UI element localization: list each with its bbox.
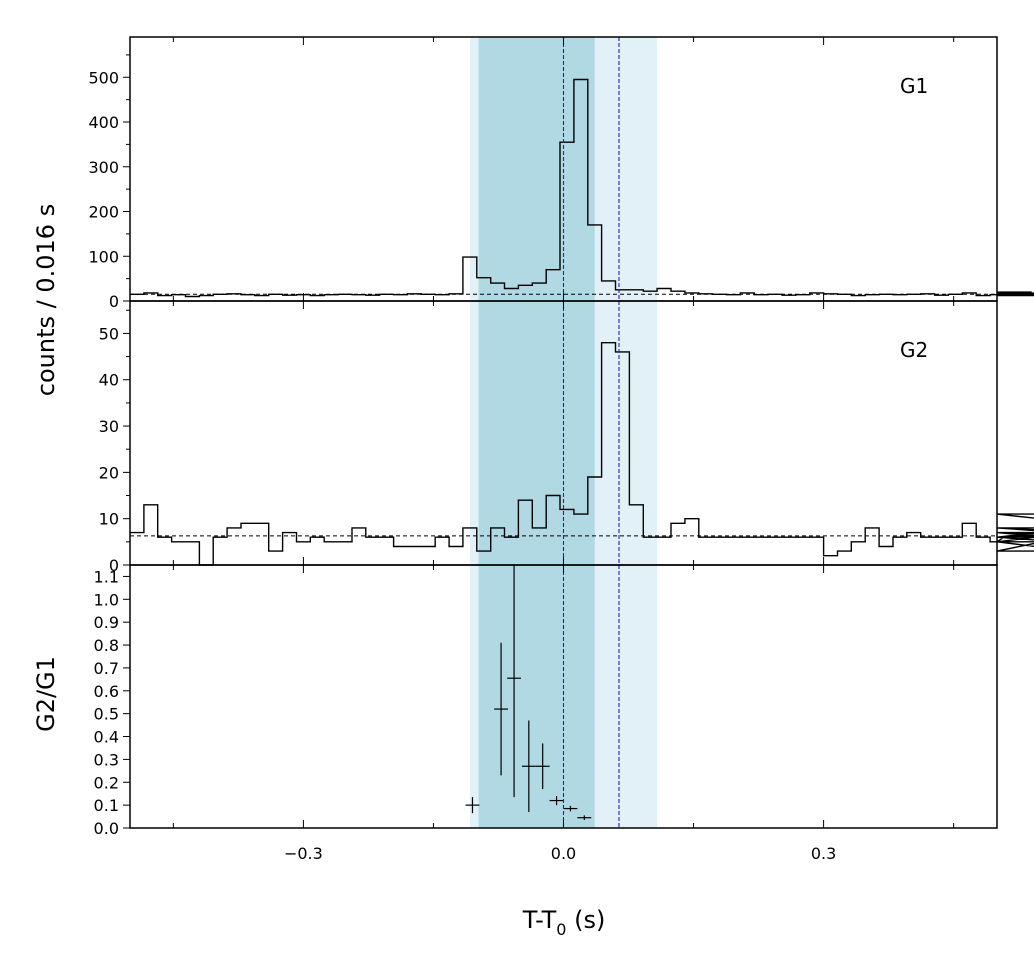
x-axis-title-main: T-T <box>522 906 557 934</box>
y-tick-label: 30 <box>99 417 119 436</box>
y-tick-label: 0.0 <box>94 819 119 838</box>
y-tick-label: 0.5 <box>94 705 119 724</box>
y-tick-label: 0.3 <box>94 750 119 769</box>
y-tick-label: 300 <box>88 158 119 177</box>
g2-light-curve-panel: 0 10 20 30 40 50 <box>99 309 1034 575</box>
light-curve-step-line <box>130 78 1034 298</box>
y-tick-label: 0.8 <box>94 636 119 655</box>
y-tick-label: 0.7 <box>94 659 119 678</box>
y-tick-label: 0 <box>109 292 119 311</box>
hardness-ratio-panel: 0.0 0.1 0.2 0.3 0.4 0.5 0.6 0.7 0.8 0.9 1.0 1.1 <box>94 565 592 838</box>
x-tick-label: 0.3 <box>811 844 836 863</box>
y-tick-label: 50 <box>99 324 119 343</box>
counts-axis-title: counts / 0.016 s <box>32 204 60 396</box>
y-tick-label: 0.4 <box>94 728 119 747</box>
y-tick-label: 0 <box>109 556 119 575</box>
ratio-axis-title: G2/G1 <box>32 656 60 732</box>
shaded-region-dark-1 <box>478 37 595 828</box>
x-axis-title-unit: (s) <box>566 906 605 934</box>
y-tick-label: 40 <box>99 371 119 390</box>
y-tick-label: 500 <box>88 68 119 87</box>
y-tick-label: 1.0 <box>94 590 119 609</box>
x-tick-label: −0.3 <box>284 844 323 863</box>
y-tick-label: 20 <box>99 463 119 482</box>
y-tick-label: 0.1 <box>94 796 119 815</box>
y-tick-label: 1.1 <box>94 567 119 586</box>
y-tick-label: 0.9 <box>94 613 119 632</box>
y-tick-label: 400 <box>88 113 119 132</box>
y-tick-label: 0.2 <box>94 773 119 792</box>
light-curve-step-line <box>130 342 1034 566</box>
y-tick-label: 10 <box>99 510 119 529</box>
x-axis-title-subscript: 0 <box>556 920 566 939</box>
g2-panel-label: G2 <box>900 338 928 362</box>
x-axis: −0.3 0.0 0.3 <box>172 37 955 863</box>
y-tick-label: 0.6 <box>94 682 119 701</box>
g1-panel-label: G1 <box>900 74 928 98</box>
x-tick-label: 0.0 <box>551 844 576 863</box>
y-tick-label: 200 <box>88 203 119 222</box>
y-tick-label: 100 <box>88 247 119 266</box>
x-axis-title: T-T0 (s) <box>522 906 606 939</box>
g1-light-curve-panel: 0 100 200 300 400 500 <box>88 54 1034 311</box>
